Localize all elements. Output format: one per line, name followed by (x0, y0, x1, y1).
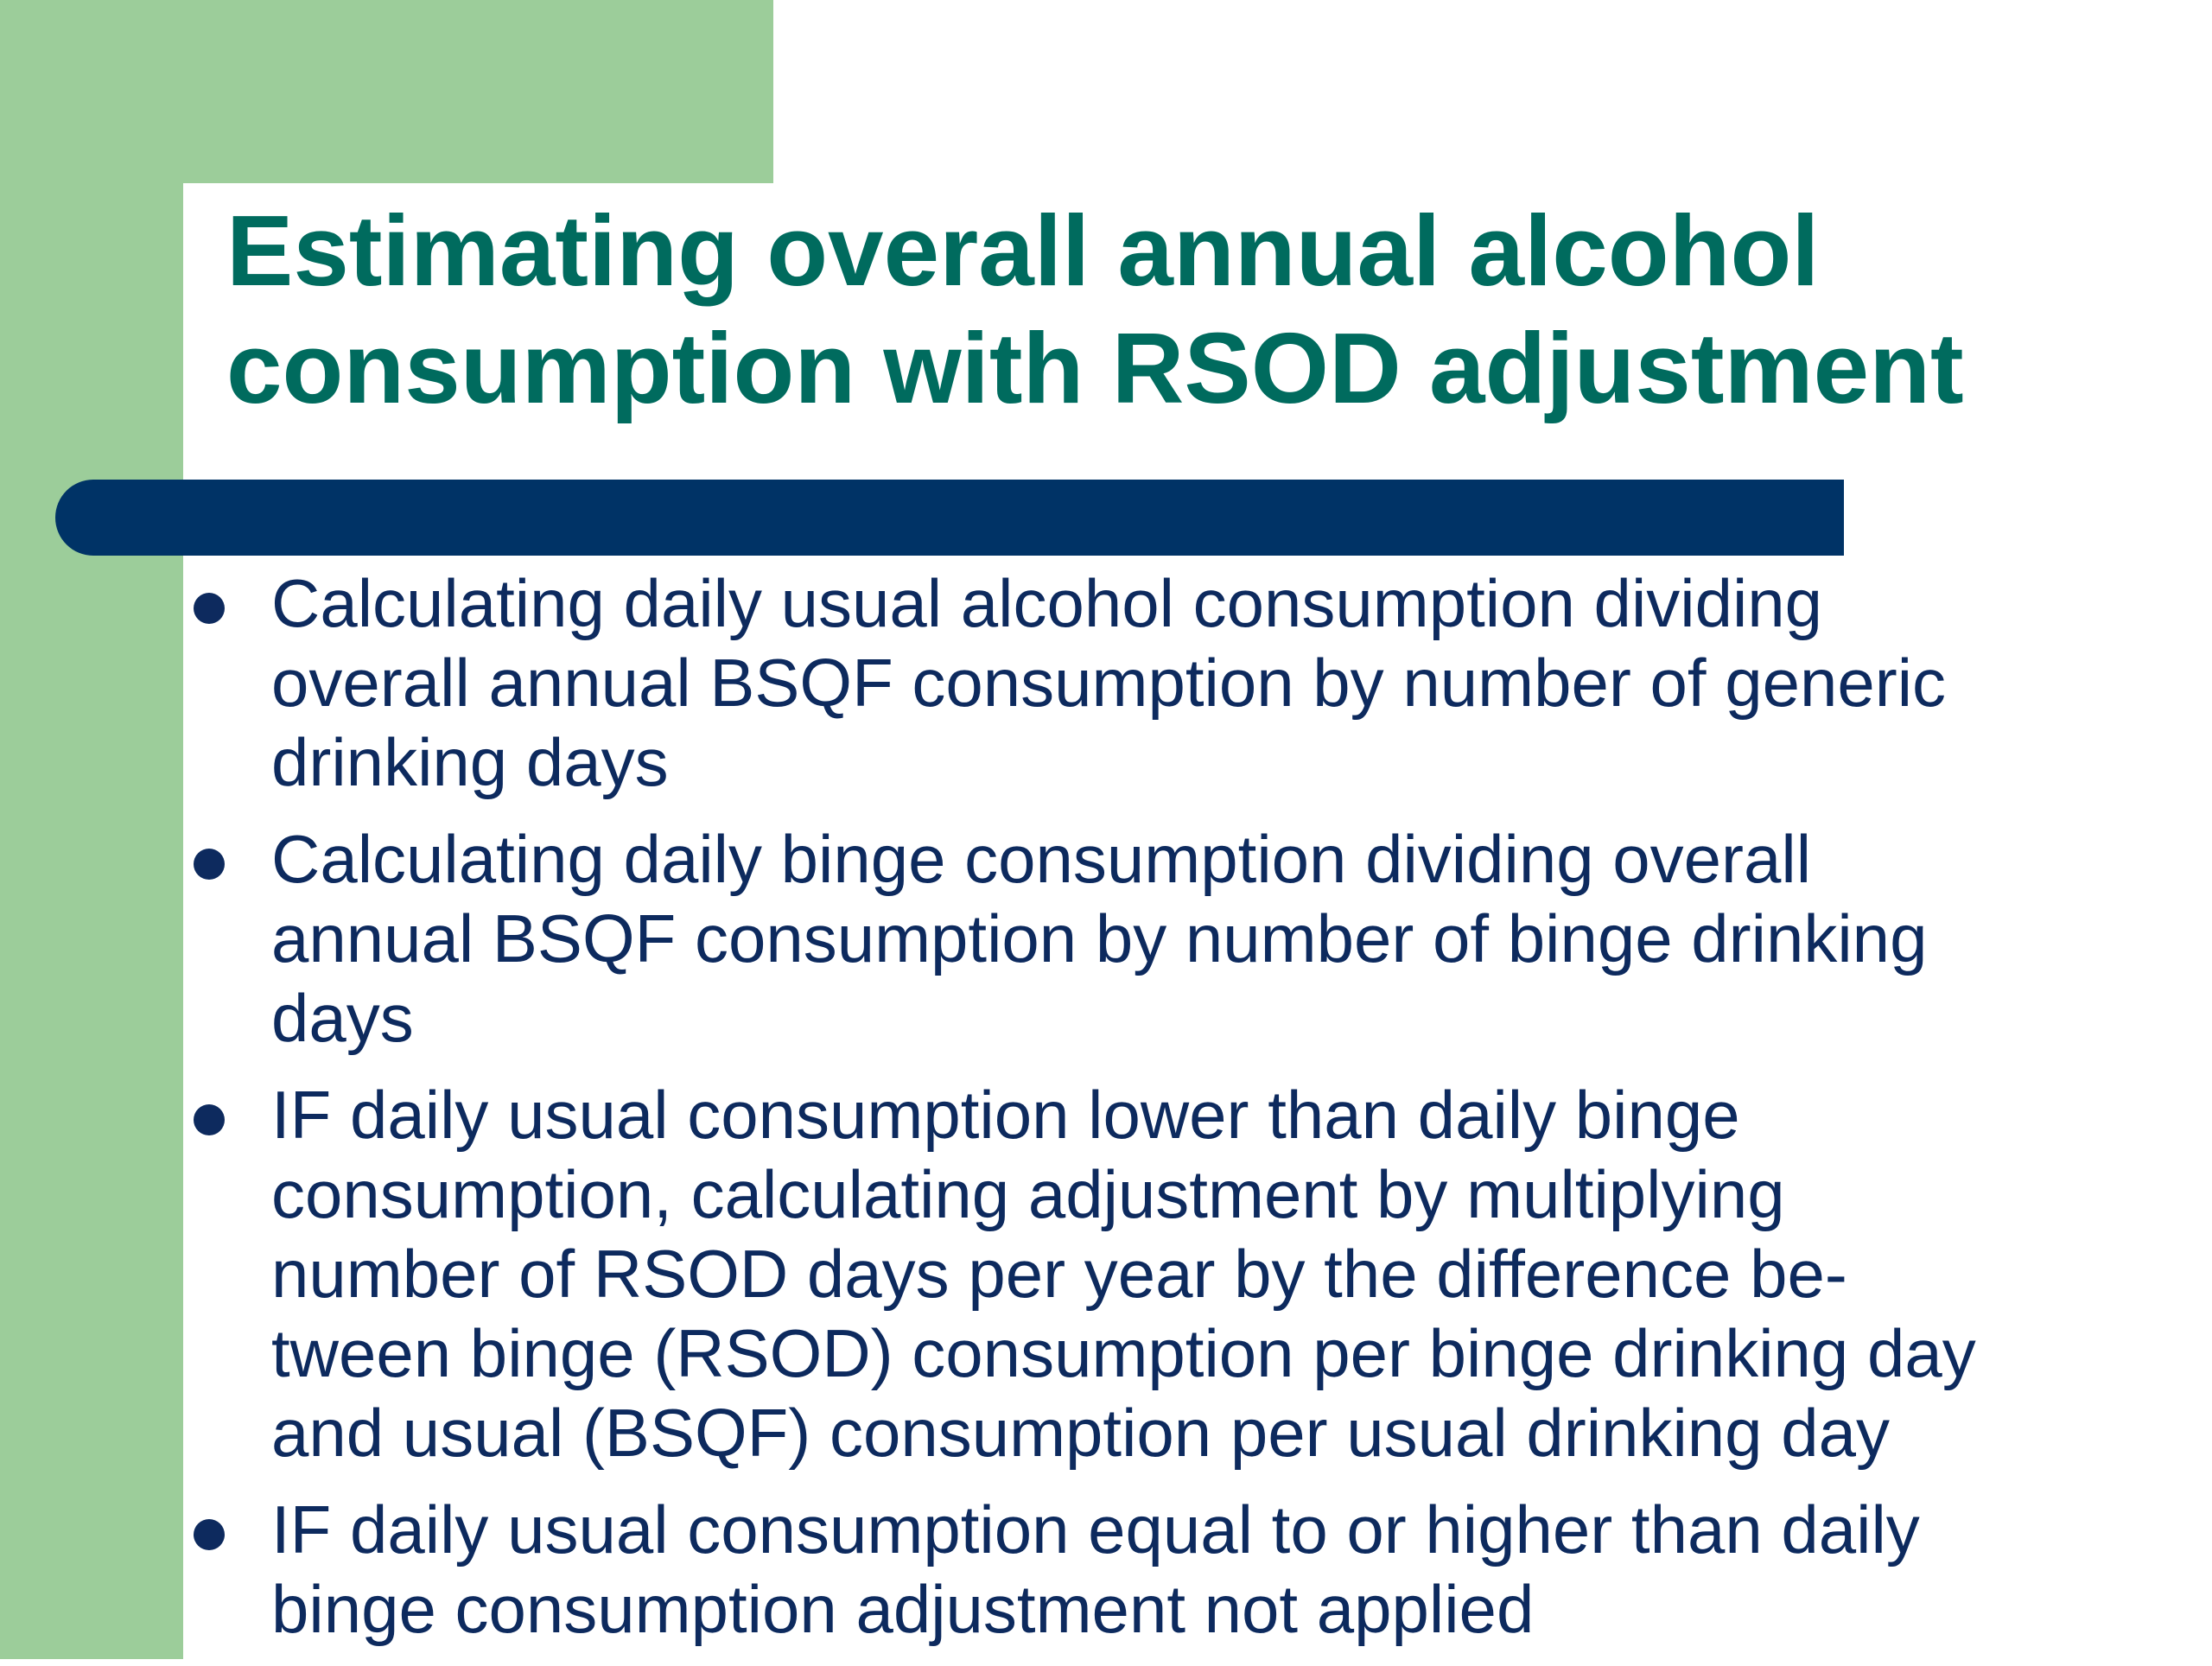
bullet-3-line-3: number of RSOD days per year by the diff… (271, 1236, 1847, 1312)
bullet-3-line-2: consumption, calculating adjustment by m… (271, 1156, 1785, 1232)
bullet-2-line-3: days (271, 980, 414, 1056)
bullet-item-3: IF daily usual consumption lower than da… (183, 1075, 2179, 1472)
slide-title-line-2: consumption with RSOD adjustment (226, 312, 1964, 424)
green-top-block (0, 0, 773, 183)
bullet-1-line-2: overall annual BSQF consumption by numbe… (271, 645, 1947, 721)
bullet-dot-icon (194, 1519, 225, 1550)
bullet-3-line-1: IF daily usual consumption lower than da… (271, 1077, 1740, 1153)
bullet-3-line-5: and usual (BSQF) consumption per usual d… (271, 1395, 1890, 1471)
bullet-3-line-4: tween binge (RSOD) consumption per binge… (271, 1315, 1976, 1391)
bullet-dot-icon (194, 593, 225, 624)
title-underline-bar (55, 480, 1844, 556)
bullet-dot-icon (194, 849, 225, 880)
content-panel (183, 183, 2212, 1659)
bullet-4-line-2: binge consumption adjustment not applied (271, 1571, 1535, 1647)
slide-title: Estimating overall annual alcohol consum… (226, 192, 2196, 427)
slide-title-line-1: Estimating overall annual alcohol (226, 194, 1820, 307)
bullet-2-line-2: annual BSQF consumption by number of bin… (271, 900, 1928, 976)
bullet-2-line-1: Calculating daily binge consumption divi… (271, 821, 1812, 897)
bullet-dot-icon (194, 1104, 225, 1135)
bullet-list: Calculating daily usual alcohol consumpt… (183, 563, 2179, 1666)
bullet-4-line-1: IF daily usual consumption equal to or h… (271, 1491, 1920, 1567)
bullet-item-4: IF daily usual consumption equal to or h… (183, 1490, 2179, 1649)
bullet-item-1: Calculating daily usual alcohol consumpt… (183, 563, 2179, 802)
bullet-1-line-1: Calculating daily usual alcohol consumpt… (271, 565, 1823, 641)
green-side-strip (0, 0, 183, 1659)
bullet-1-line-3: drinking days (271, 724, 669, 800)
bullet-item-2: Calculating daily binge consumption divi… (183, 819, 2179, 1058)
